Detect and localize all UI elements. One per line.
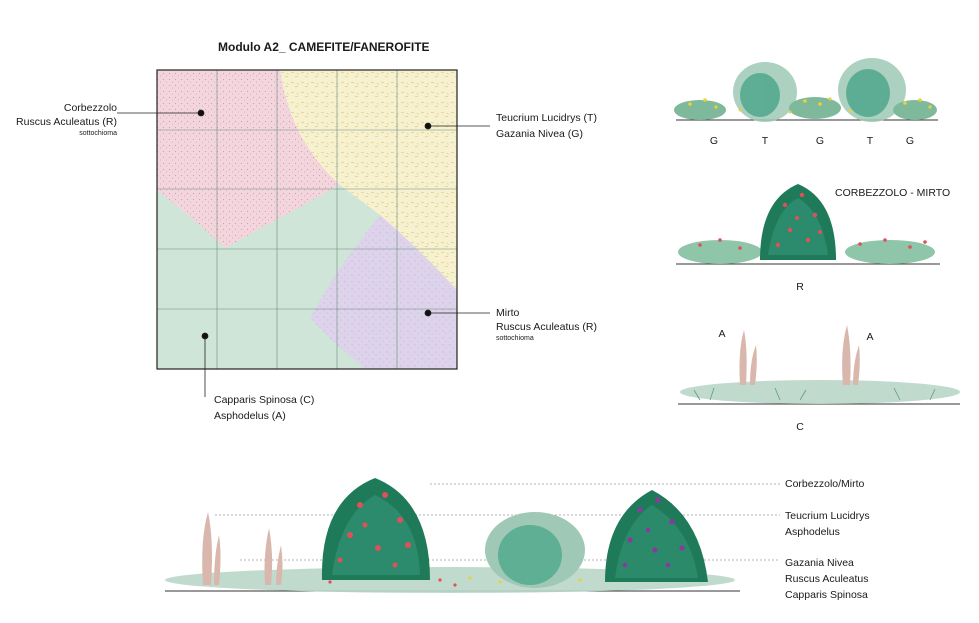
label-asphodelus: Asphodelus (A) xyxy=(214,410,286,422)
plan-diagram xyxy=(117,69,490,397)
section1-letter-g3: G xyxy=(905,135,915,147)
zone-yellow xyxy=(280,70,457,290)
label-ruscus-2: Ruscus Aculeatus (R) xyxy=(496,321,597,333)
section3-letter-a1: A xyxy=(718,328,726,340)
section2-letter-r: R xyxy=(796,281,804,293)
zone-purple xyxy=(310,215,457,369)
section2-title: CORBEZZOLO - MIRTO xyxy=(835,187,951,199)
label-teucrium: Teucrium Lucidrys (T) xyxy=(496,112,597,124)
legend-teucrium: Teucrium Lucidrys xyxy=(785,510,870,522)
plan-grid xyxy=(157,70,457,369)
legend-asphodelus: Asphodelus xyxy=(785,526,840,538)
elevation-drawing xyxy=(165,478,780,593)
section3-letter-c: C xyxy=(796,421,804,433)
section3-letter-a2: A xyxy=(866,331,874,343)
label-corbezzolo: Corbezzolo xyxy=(63,102,117,114)
legend-corbezzolo-mirto: Corbezzolo/Mirto xyxy=(785,478,865,490)
legend-ruscus: Ruscus Aculeatus xyxy=(785,573,869,585)
section1-letter-t1: T xyxy=(761,135,769,147)
diagram-title: Modulo A2_ CAMEFITE/FANEROFITE xyxy=(218,40,430,54)
label-sottochioma-2: sottochioma xyxy=(496,335,534,342)
section-asphodelus-capparis xyxy=(678,325,960,405)
section-corbezzolo-mirto xyxy=(676,184,940,265)
plan-border xyxy=(156,69,458,370)
label-ruscus-1: Ruscus Aculeatus (R) xyxy=(16,116,117,128)
label-gazania: Gazania Nivea (G) xyxy=(496,128,583,140)
legend-capparis: Capparis Spinosa xyxy=(785,589,868,601)
section1-letter-g2: G xyxy=(815,135,825,147)
section1-letter-g1: G xyxy=(709,135,719,147)
label-mirto: Mirto xyxy=(496,307,520,319)
label-capparis: Capparis Spinosa (C) xyxy=(214,394,315,406)
legend-gazania: Gazania Nivea xyxy=(785,557,854,569)
section-gazania-teucrium xyxy=(674,58,938,122)
section1-letter-t2: T xyxy=(866,135,874,147)
label-sottochioma-1: sottochioma xyxy=(79,130,117,137)
